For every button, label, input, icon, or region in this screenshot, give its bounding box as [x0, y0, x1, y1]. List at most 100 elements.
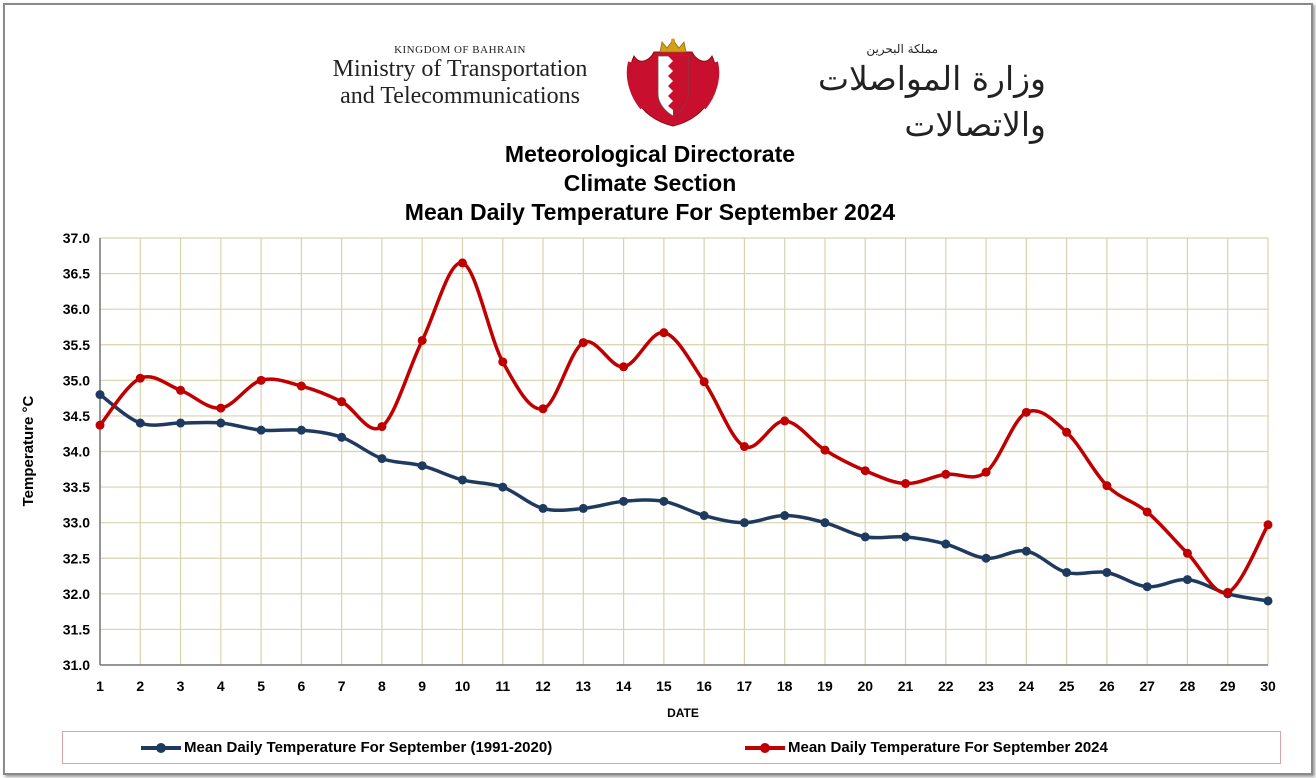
y-tick-label: 33.5: [63, 479, 90, 495]
data-point-2024: [1223, 587, 1233, 597]
data-point-normal: [578, 503, 588, 513]
x-tick-label: 16: [696, 678, 712, 694]
y-tick-label: 35.0: [63, 372, 90, 388]
data-point-normal: [457, 475, 467, 485]
x-tick-label: 30: [1260, 678, 1276, 694]
data-point-2024: [176, 385, 186, 395]
x-tick-label: 20: [857, 678, 873, 694]
x-tick-label: 14: [616, 678, 632, 694]
bahrain-coat-of-arms-icon: [626, 38, 720, 127]
x-tick-label: 10: [455, 678, 471, 694]
data-point-2024: [498, 357, 508, 367]
data-point-2024: [95, 420, 105, 430]
x-tick-label: 15: [656, 678, 672, 694]
y-tick-label: 32.0: [63, 586, 90, 602]
legend-item-2024: Mean Daily Temperature For September 202…: [745, 739, 1108, 756]
data-point-normal: [901, 532, 911, 542]
data-point-normal: [941, 539, 951, 549]
data-point-2024: [739, 442, 749, 452]
y-tick-label: 36.0: [63, 301, 90, 317]
x-tick-label: 24: [1019, 678, 1035, 694]
y-tick-label: 31.5: [63, 621, 90, 637]
x-tick-label: 21: [898, 678, 914, 694]
series-line-normal: [98, 393, 1269, 603]
data-point-normal: [256, 425, 266, 435]
x-tick-label: 3: [177, 678, 185, 694]
data-point-normal: [860, 532, 870, 542]
x-axis-label: DATE: [667, 706, 699, 720]
y-axis-ticks: 31.0 31.5 32.0 32.5 33.0 33.5 34.0 34.5 35.0 35.5…: [63, 230, 90, 673]
x-tick-label: 17: [737, 678, 753, 694]
data-point-2024: [337, 397, 347, 407]
data-point-2024: [377, 422, 387, 432]
chart-title-line-3: Mean Daily Temperature For September 202…: [404, 199, 896, 225]
data-point-normal: [1062, 567, 1072, 577]
data-point-normal: [538, 503, 548, 513]
x-tick-label: 4: [217, 678, 225, 694]
data-point-2024: [1102, 481, 1112, 491]
arabic-ministry-name: وزارة المواصلات والاتصالات: [817, 59, 1046, 144]
legend-marker-2024: [760, 742, 770, 753]
data-point-2024: [860, 466, 870, 476]
data-point-normal: [417, 461, 427, 471]
legend-marker-normal: [156, 742, 166, 753]
legend-label-2024: Mean Daily Temperature For September 202…: [788, 739, 1108, 756]
data-point-normal: [820, 518, 830, 528]
data-point-normal: [1021, 546, 1031, 556]
legend-label-normal: Mean Daily Temperature For September (19…: [184, 739, 553, 756]
data-point-2024: [216, 403, 226, 413]
data-point-normal: [981, 553, 991, 563]
legend-item-normal: Mean Daily Temperature For September (19…: [141, 739, 552, 756]
data-point-2024: [135, 373, 145, 383]
data-point-normal: [176, 418, 186, 428]
data-point-normal: [135, 418, 145, 428]
chart-title-line-2: Climate Section: [563, 170, 737, 196]
x-tick-label: 12: [535, 678, 551, 694]
chart-series: [95, 258, 1273, 606]
ministry-name-line1: Ministry of Transportation: [332, 56, 588, 82]
y-axis-label: Temperature °C: [20, 395, 37, 506]
series-line-2024: [98, 261, 1270, 595]
data-point-2024: [699, 377, 709, 387]
data-point-normal: [377, 454, 387, 464]
x-tick-label: 6: [297, 678, 305, 694]
ministry-header-english: KINGDOM OF BAHRAIN Ministry of Transport…: [290, 44, 630, 110]
x-tick-label: 5: [257, 678, 265, 694]
x-tick-label: 19: [817, 678, 833, 694]
data-point-normal: [95, 390, 105, 400]
data-point-2024: [417, 335, 427, 345]
x-tick-label: 22: [938, 678, 954, 694]
ministry-header-arabic: مملكة البحرين وزارة المواصلات والاتصالات: [726, 42, 1046, 148]
data-point-normal: [699, 511, 709, 521]
y-tick-label: 36.5: [63, 266, 90, 282]
x-tick-label: 2: [136, 678, 144, 694]
data-point-2024: [1142, 507, 1152, 517]
x-tick-label: 9: [418, 678, 426, 694]
legend-line-2024: [745, 742, 785, 753]
data-point-normal: [216, 418, 226, 428]
x-tick-label: 13: [576, 678, 592, 694]
chart-legend: Mean Daily Temperature For September (19…: [62, 731, 1281, 764]
data-point-2024: [780, 416, 790, 426]
data-point-normal: [659, 496, 669, 506]
data-point-normal: [619, 496, 629, 506]
chart-grid: [99, 237, 1269, 666]
legend-line-normal: [141, 742, 181, 753]
data-point-2024: [296, 381, 306, 391]
data-point-normal: [1102, 567, 1112, 577]
data-point-2024: [901, 479, 911, 489]
data-point-normal: [739, 518, 749, 528]
y-tick-label: 31.0: [63, 657, 90, 673]
chart-title-line-1: Meteorological Directorate: [504, 141, 796, 167]
data-point-normal: [1182, 575, 1192, 585]
x-axis-ticks: 1 2 3 4 5 6 7 8 9 10 11 12 13 14 15 16 17 18 19 20 21 22 23 24 2…: [96, 678, 1276, 694]
x-tick-label: 1: [96, 678, 104, 694]
x-tick-label: 25: [1059, 678, 1075, 694]
x-tick-label: 29: [1220, 678, 1236, 694]
data-point-2024: [256, 375, 266, 385]
data-point-2024: [820, 445, 830, 455]
data-point-2024: [941, 469, 951, 479]
x-tick-label: 26: [1099, 678, 1115, 694]
x-tick-label: 11: [495, 678, 510, 694]
data-point-2024: [619, 362, 629, 372]
